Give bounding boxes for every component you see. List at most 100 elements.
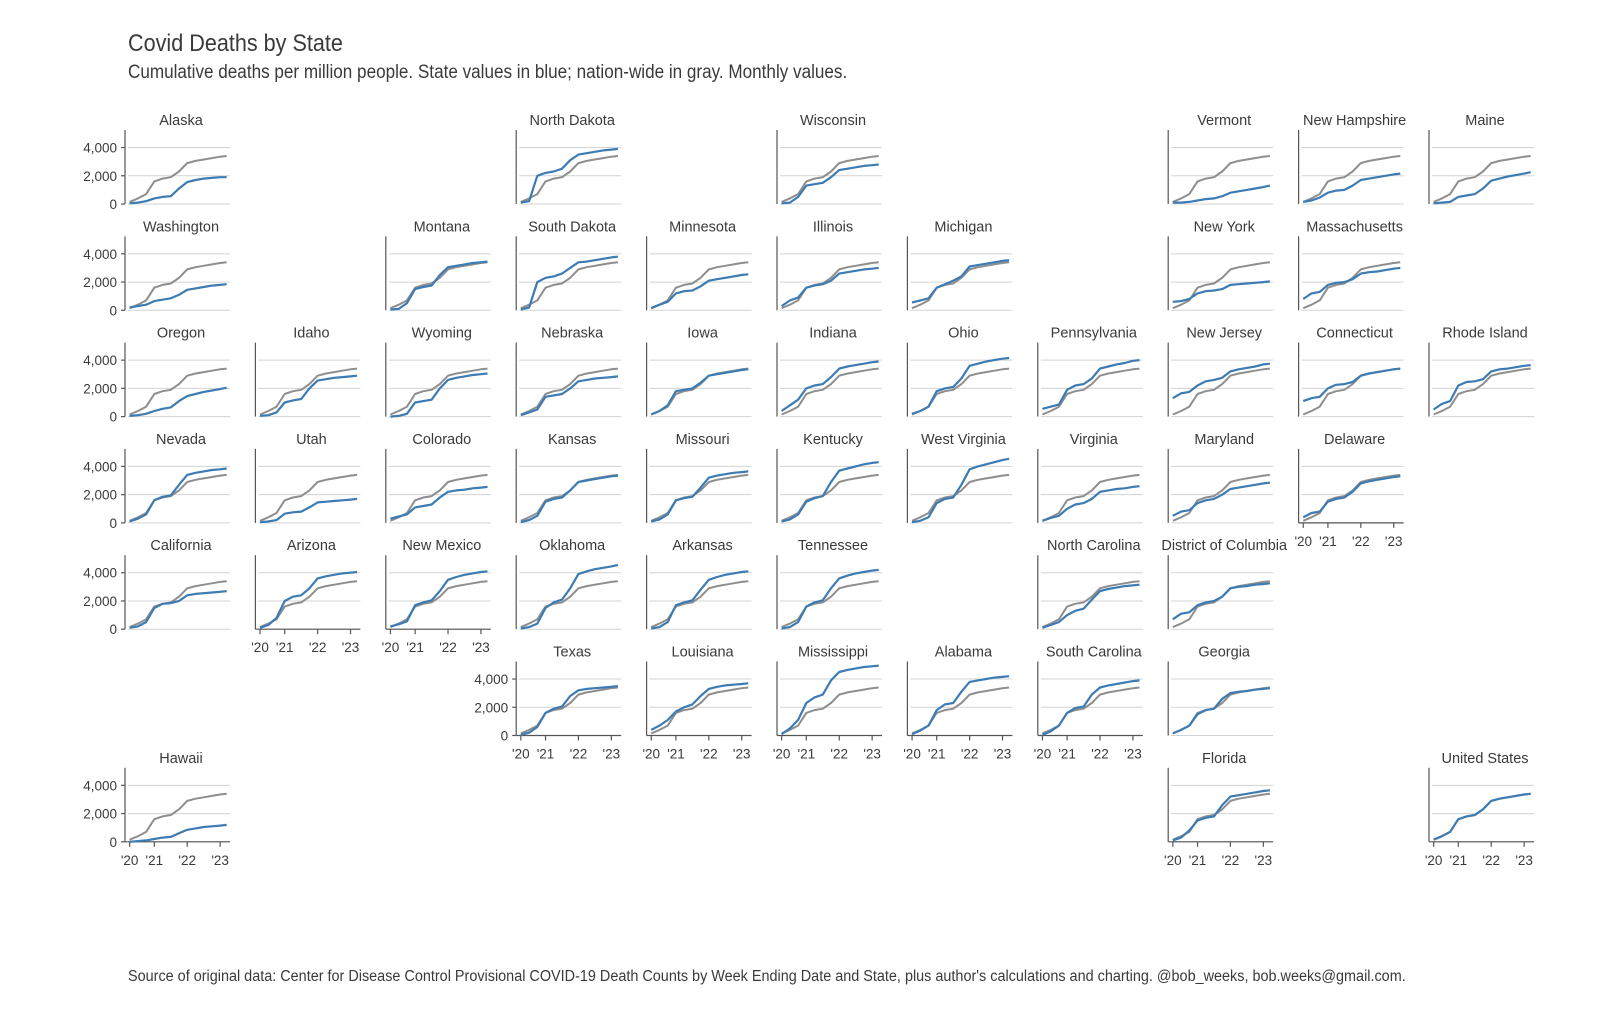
- panel-title: Wyoming: [412, 326, 472, 342]
- nation-series-line: [781, 367, 879, 416]
- panel-title: United States: [1441, 751, 1528, 767]
- state-series-line: [1042, 485, 1140, 522]
- state-series-line: [259, 497, 358, 524]
- state-series-line: [1302, 367, 1401, 403]
- nation-series-line: [911, 261, 1010, 310]
- state-series-line: [1042, 583, 1140, 629]
- panel-title: Louisiana: [672, 645, 735, 661]
- nation-series-line: [1433, 155, 1531, 203]
- state-series-line: [1172, 481, 1271, 517]
- state-series-line: [390, 570, 488, 628]
- state-series-line: [781, 163, 879, 205]
- nation-series-line: [129, 261, 227, 310]
- panel-south-carolina: South Carolina '20 '21 '22 '23: [1034, 645, 1143, 762]
- y-tick-label: 2,000: [83, 807, 117, 822]
- state-series-line: [1433, 792, 1531, 841]
- state-series-line: [1172, 582, 1271, 621]
- panel-south-dakota: South Dakota: [515, 219, 622, 311]
- state-series-line: [650, 368, 749, 416]
- panel-nebraska: Nebraska: [515, 326, 622, 418]
- panel-florida: Florida '20 '21 '22 '23: [1164, 751, 1274, 868]
- panel-title: South Carolina: [1046, 645, 1143, 661]
- x-tick-label: '20: [1294, 534, 1312, 549]
- panel-nevada: Nevada 0 2,000 4,000: [83, 432, 230, 531]
- panel-montana: Montana: [385, 219, 491, 311]
- x-tick-label: '20: [121, 853, 139, 868]
- panel-oregon: Oregon 0 2,000 4,000: [83, 326, 230, 425]
- x-tick-label: '21: [1189, 853, 1207, 868]
- y-tick-label: 4,000: [83, 778, 117, 793]
- x-tick-label: '22: [1482, 853, 1500, 868]
- state-series-line: [129, 590, 227, 629]
- state-series-line: [520, 563, 619, 630]
- x-tick-label: '20: [382, 640, 400, 655]
- state-series-line: [259, 570, 358, 629]
- panel-title: New Jersey: [1186, 326, 1262, 342]
- panel-title: Utah: [296, 432, 327, 448]
- x-tick-label: '20: [1034, 747, 1052, 762]
- nation-series-line: [1302, 473, 1401, 522]
- panel-alabama: Alabama '20 '21 '22 '23: [903, 645, 1013, 762]
- state-series-line: [1172, 280, 1271, 303]
- panel-title: South Dakota: [528, 219, 617, 235]
- state-series-line: [1302, 266, 1401, 300]
- nation-series-line: [129, 367, 227, 416]
- state-series-line: [1303, 172, 1401, 203]
- nation-series-line: [520, 367, 619, 416]
- x-tick-label: '23: [733, 747, 751, 762]
- state-series-line: [129, 283, 227, 309]
- y-tick-label: 0: [501, 729, 509, 744]
- x-tick-label: '23: [472, 640, 490, 655]
- nation-series-line: [129, 473, 227, 522]
- panel-kentucky: Kentucky: [776, 432, 882, 524]
- nation-series-line: [390, 261, 488, 310]
- x-tick-label: '20: [251, 640, 269, 655]
- x-tick-label: '22: [570, 747, 588, 762]
- y-tick-label: 2,000: [83, 488, 117, 503]
- panel-title: Nevada: [156, 432, 207, 448]
- state-series-line: [911, 457, 1010, 524]
- state-series-line: [650, 682, 749, 731]
- state-series-line: [520, 474, 619, 524]
- nation-series-line: [520, 155, 619, 203]
- panel-title: Oklahoma: [539, 538, 606, 554]
- nation-series-line: [650, 580, 749, 629]
- state-series-line: [780, 360, 879, 412]
- nation-series-line: [1172, 473, 1271, 522]
- y-tick-label: 2,000: [83, 381, 117, 396]
- panel-connecticut: Connecticut: [1297, 326, 1404, 418]
- state-series-line: [129, 467, 227, 523]
- panel-title: Oregon: [157, 326, 205, 342]
- nation-series-line: [259, 473, 358, 522]
- panel-michigan: Michigan: [906, 219, 1013, 311]
- panel-title: Hawaii: [159, 751, 203, 767]
- panel-new-york: New York: [1167, 219, 1274, 311]
- panel-title: Virginia: [1070, 432, 1119, 448]
- panel-title: Connecticut: [1316, 326, 1393, 342]
- nation-series-line: [390, 367, 488, 416]
- state-series-line: [1432, 364, 1531, 411]
- state-series-line: [520, 685, 619, 736]
- panel-california: California 0 2,000 4,000: [83, 538, 230, 637]
- y-tick-label: 2,000: [83, 169, 117, 184]
- nation-series-line: [520, 261, 619, 310]
- nation-series-line: [650, 473, 749, 522]
- panel-title: Mississippi: [798, 645, 868, 661]
- nation-series-line: [520, 686, 619, 735]
- nation-series-line: [259, 367, 358, 416]
- source-note: Source of original data: Center for Dise…: [128, 968, 1406, 985]
- panel-mississippi: Mississippi '20 '21 '22 '23: [773, 645, 882, 762]
- panel-title: Texas: [553, 645, 591, 661]
- state-series-line: [1172, 362, 1271, 400]
- panel-maryland: Maryland: [1167, 432, 1274, 524]
- state-series-line: [520, 255, 619, 311]
- panel-rhode-island: Rhode Island: [1428, 326, 1534, 418]
- x-tick-label: '23: [1124, 747, 1142, 762]
- state-series-line: [911, 259, 1010, 304]
- state-series-line: [1042, 359, 1140, 410]
- panel-north-dakota: North Dakota: [515, 113, 622, 205]
- x-tick-label: '23: [1255, 853, 1273, 868]
- panel-title: Missouri: [676, 432, 730, 448]
- nation-series-line: [1302, 261, 1401, 310]
- state-series-line: [1172, 184, 1271, 204]
